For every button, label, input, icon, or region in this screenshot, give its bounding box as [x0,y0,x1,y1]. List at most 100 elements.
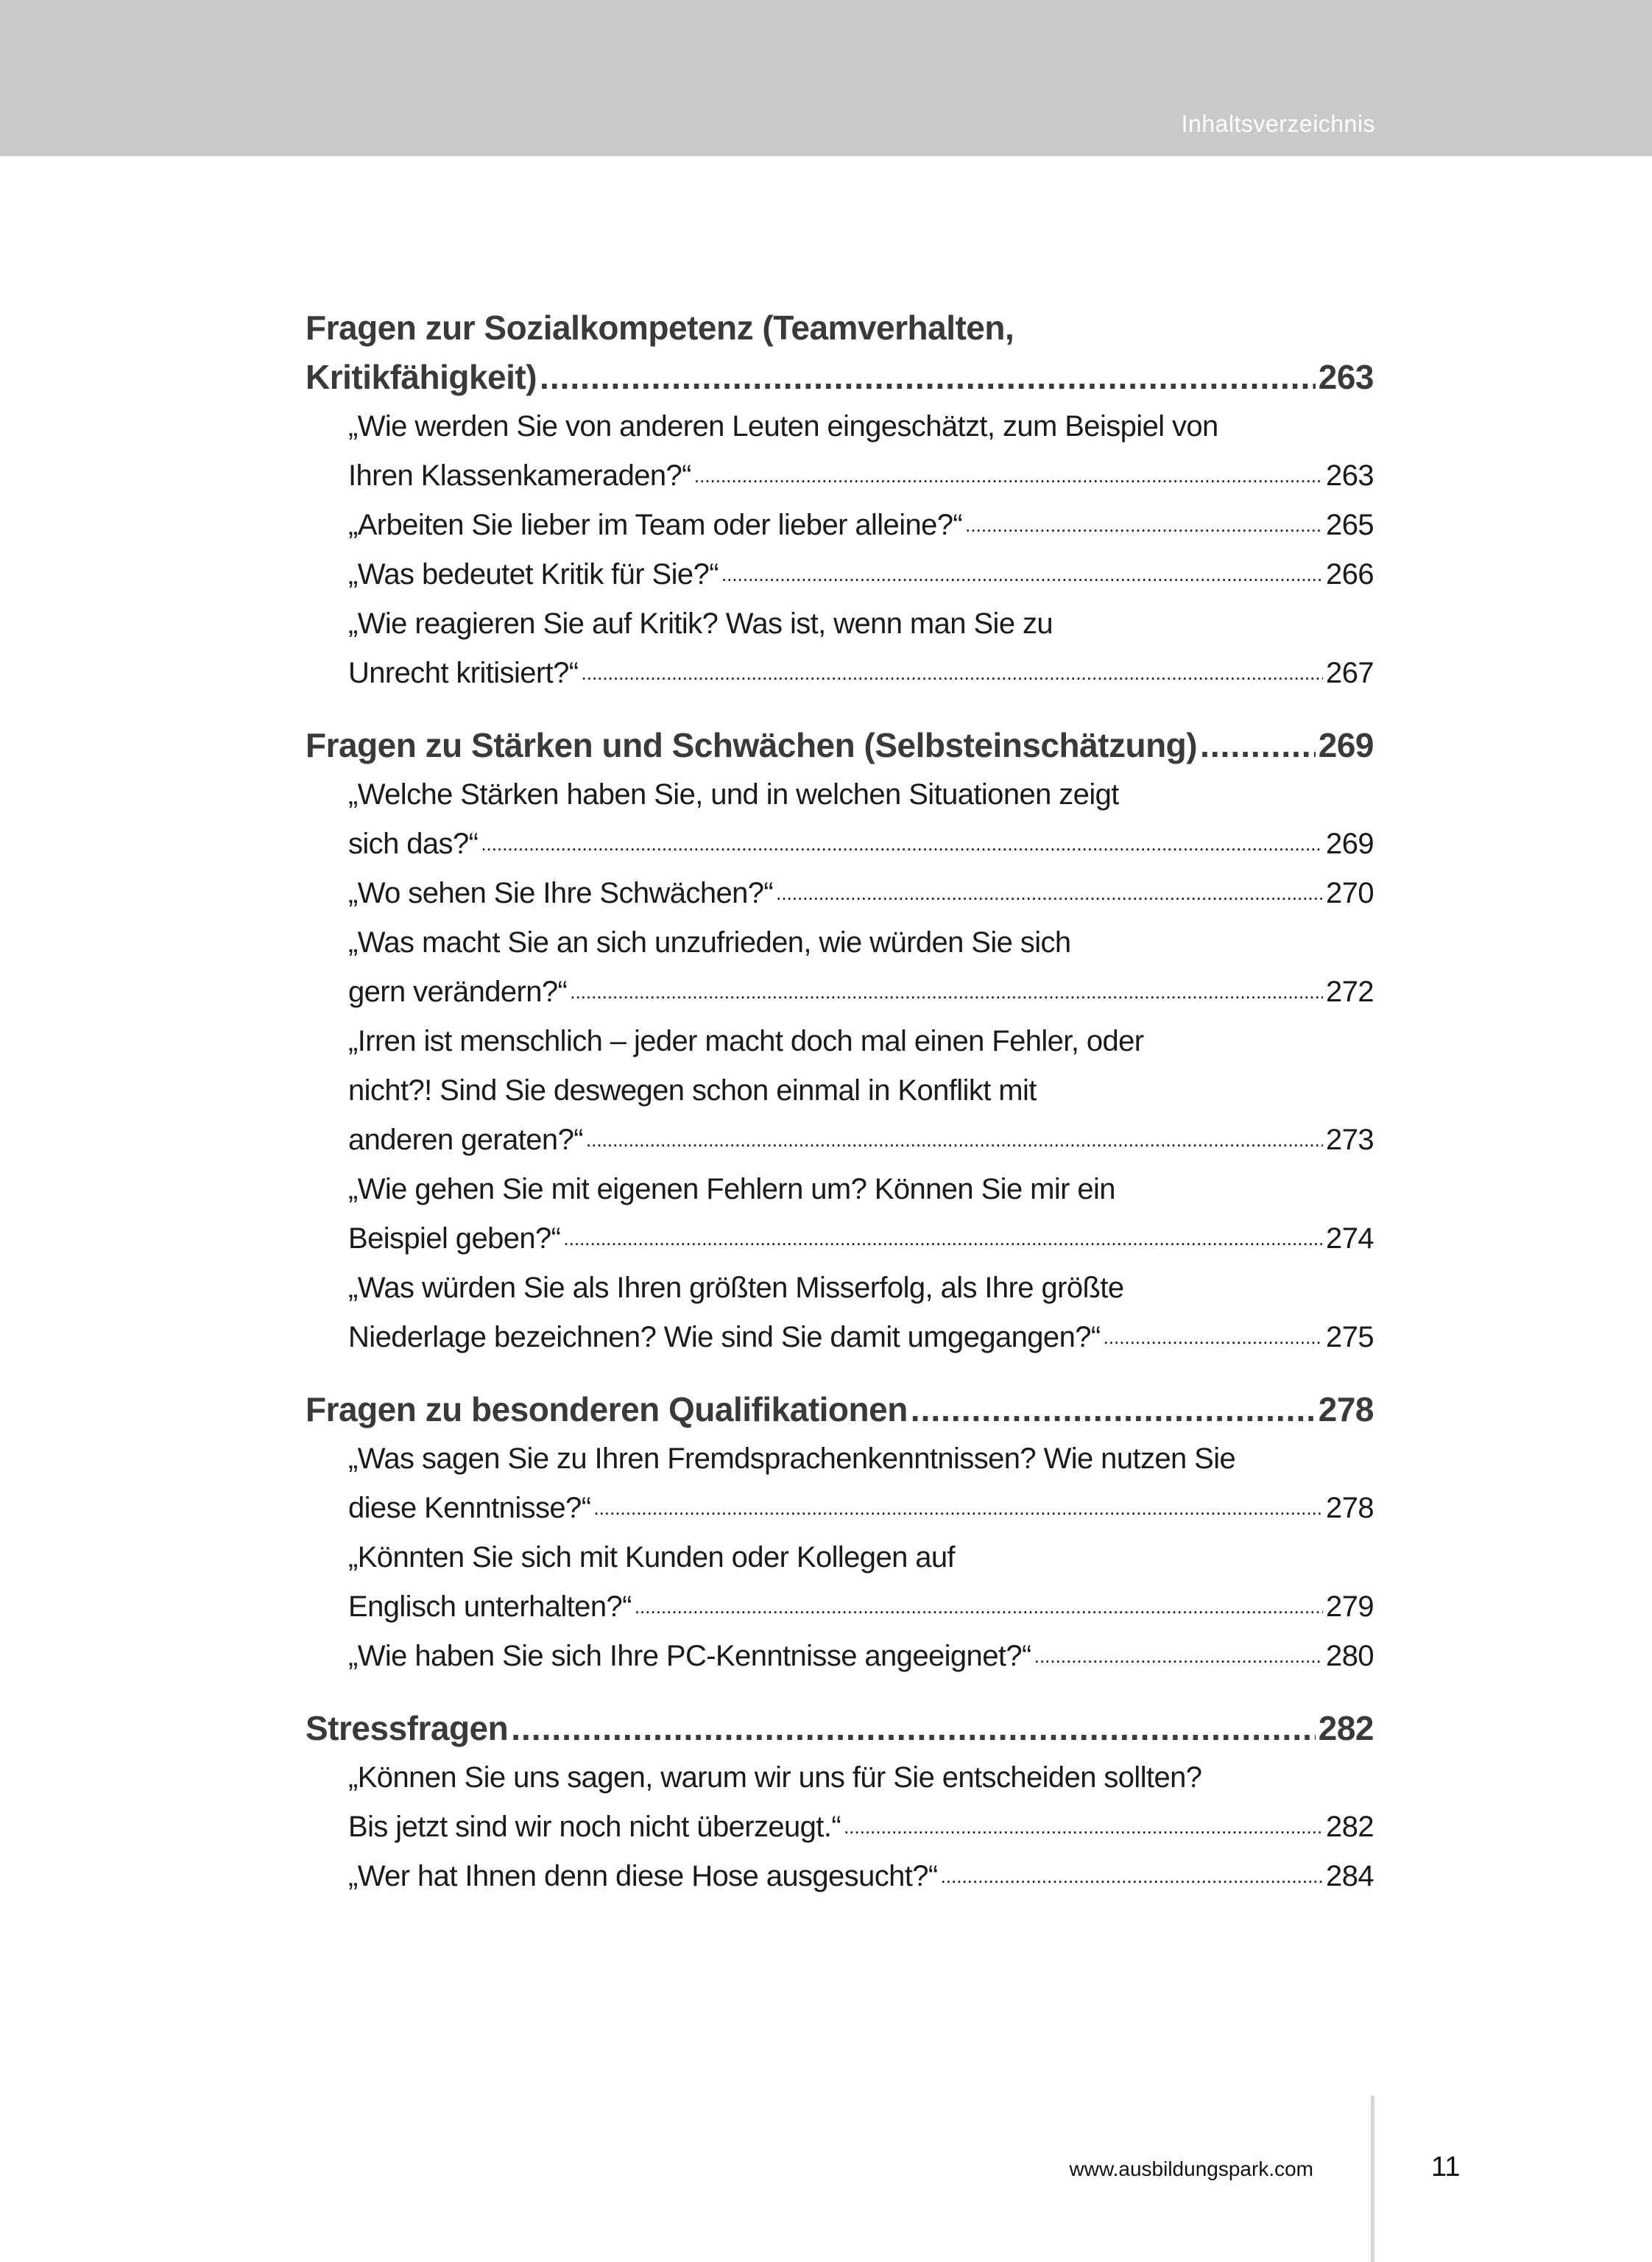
dot-leader: ........................................… [563,1227,1324,1250]
entry-text: Niederlage bezeichnen? Wie sind Sie dami… [348,1321,1101,1353]
entry-text: „Wie gehen Sie mit eigenen Fehlern um? K… [348,1173,1116,1205]
toc-entry[interactable]: „Was sagen Sie zu Ihren Fremdsprachenken… [306,1434,1374,1533]
section-title-text: Stressfragen [306,1709,509,1747]
section-title-text: Kritikfähigkeit) [306,358,537,396]
page-ref: 278 [1326,1492,1374,1524]
dot-leader: ........................................… [593,1497,1323,1519]
entry-text: „Welche Stärken haben Sie, und in welche… [348,778,1119,811]
dot-leader: ........................................… [481,833,1323,855]
entry-line: „Was sagen Sie zu Ihren Fremdsprachenken… [348,1434,1374,1484]
toc-entry[interactable]: „Könnten Sie sich mit Kunden oder Kolleg… [306,1533,1374,1632]
table-of-contents: Fragen zur Sozialkompetenz (Teamverhalte… [306,303,1374,1924]
page-ref: 263 [1318,358,1374,396]
entry-line: „Irren ist menschlich – jeder macht doch… [348,1017,1374,1066]
entry-line: „Arbeiten Sie lieber im Team oder lieber… [348,501,1374,550]
toc-entry[interactable]: „Wie haben Sie sich Ihre PC-Kenntnisse a… [306,1632,1374,1681]
entry-line: „Wer hat Ihnen denn diese Hose ausgesuch… [348,1852,1374,1901]
entry-line: nicht?! Sind Sie deswegen schon einmal i… [348,1066,1374,1116]
dot-leader: ........................................… [1103,1326,1323,1348]
section-title-text: Fragen zu besonderen Qualifikationen [306,1390,908,1428]
entry-text: „Was sagen Sie zu Ihren Fremdsprachenken… [348,1442,1236,1475]
toc-entry[interactable]: „Was macht Sie an sich unzufrieden, wie … [306,918,1374,1017]
entry-text: Ihren Klassenkameraden?“ [348,459,691,492]
page-ref: 275 [1326,1321,1374,1353]
dot-leader: ........................................… [965,514,1323,536]
toc-entry[interactable]: „Wer hat Ihnen denn diese Hose ausgesuch… [306,1852,1374,1901]
toc-entry[interactable]: „Arbeiten Sie lieber im Team oder lieber… [306,501,1374,550]
entry-text: Bis jetzt sind wir noch nicht überzeugt.… [348,1811,841,1843]
toc-section[interactable]: Fragen zu Stärken und Schwächen (Selbste… [306,721,1374,1362]
page-number: 11 [1431,2152,1461,2182]
dot-leader: ........................................… [581,662,1324,684]
page-ref: 266 [1326,558,1374,591]
section-heading[interactable]: Fragen zur Sozialkompetenz (Teamverhalte… [306,303,1374,402]
entry-line: „Wo sehen Sie Ihre Schwächen?“..........… [348,869,1374,918]
section-title-line: Fragen zur Sozialkompetenz (Teamverhalte… [306,303,1374,353]
entry-line: „Wie reagieren Sie auf Kritik? Was ist, … [348,599,1374,649]
entry-text: Beispiel geben?“ [348,1222,561,1255]
page-ref: 278 [1318,1390,1374,1428]
entry-line: diese Kenntnisse?“......................… [348,1484,1374,1533]
toc-section[interactable]: Fragen zur Sozialkompetenz (Teamverhalte… [306,303,1374,698]
entry-text: nicht?! Sind Sie deswegen schon einmal i… [348,1074,1037,1107]
entry-text: „Wie werden Sie von anderen Leuten einge… [348,410,1218,443]
section-title-line: Fragen zu besonderen Qualifikationen....… [306,1385,1374,1434]
page-ref: 282 [1318,1709,1374,1747]
toc-entry[interactable]: „Wie werden Sie von anderen Leuten einge… [306,402,1374,501]
toc-entry[interactable]: „Können Sie uns sagen, warum wir uns für… [306,1753,1374,1852]
entry-text: „Wo sehen Sie Ihre Schwächen?“ [348,877,774,909]
entry-line: „Was macht Sie an sich unzufrieden, wie … [348,918,1374,968]
toc-section[interactable]: Fragen zu besonderen Qualifikationen....… [306,1385,1374,1681]
toc-entry[interactable]: „Irren ist menschlich – jeder macht doch… [306,1017,1374,1165]
section-title-text: Fragen zu Stärken und Schwächen (Selbste… [306,726,1198,764]
page-ref: 280 [1326,1640,1374,1672]
entry-text: „Was macht Sie an sich unzufrieden, wie … [348,926,1071,959]
page-ref: 284 [1326,1860,1374,1892]
dot-leader: ........................................… [570,981,1323,1003]
toc-entry[interactable]: „Wie reagieren Sie auf Kritik? Was ist, … [306,599,1374,698]
entry-line: Niederlage bezeichnen? Wie sind Sie dami… [348,1313,1374,1362]
page-ref: 279 [1326,1590,1374,1623]
dot-leader: ........................................… [634,1596,1323,1618]
toc-entry[interactable]: „Welche Stärken haben Sie, und in welche… [306,770,1374,869]
footer-divider [1371,2096,1374,2262]
page-header: Inhaltsverzeichnis [0,0,1652,156]
entry-text: „Wie reagieren Sie auf Kritik? Was ist, … [348,607,1053,640]
section-heading[interactable]: Fragen zu besonderen Qualifikationen....… [306,1385,1374,1434]
section-title-line: Fragen zu Stärken und Schwächen (Selbste… [306,721,1374,770]
section-heading[interactable]: Stressfragen............................… [306,1704,1374,1753]
entry-line: „Welche Stärken haben Sie, und in welche… [348,770,1374,820]
entry-text: „Was würden Sie als Ihren größten Misser… [348,1272,1124,1304]
entry-text: „Könnten Sie sich mit Kunden oder Kolleg… [348,1541,956,1574]
page-ref: 263 [1326,459,1374,492]
toc-entry[interactable]: „Was bedeutet Kritik für Sie?“..........… [306,550,1374,599]
page-ref: 265 [1326,509,1374,541]
dot-leader: ........................................… [1200,726,1316,764]
dot-leader: ........................................… [585,1129,1323,1151]
page-ref: 269 [1326,828,1374,860]
entry-line: „Was bedeutet Kritik für Sie?“..........… [348,550,1374,599]
page-ref: 270 [1326,877,1374,909]
page-ref: 272 [1326,976,1374,1008]
entry-text: sich das?“ [348,828,479,860]
toc-entry[interactable]: „Wie gehen Sie mit eigenen Fehlern um? K… [306,1165,1374,1264]
page-ref: 274 [1326,1222,1374,1255]
page-ref: 269 [1318,726,1374,764]
toc-section[interactable]: Stressfragen............................… [306,1704,1374,1901]
entry-line: gern verändern?“........................… [348,968,1374,1017]
entry-text: „Wie haben Sie sich Ihre PC-Kenntnisse a… [348,1640,1031,1672]
entry-text: gern verändern?“ [348,976,568,1008]
toc-entry[interactable]: „Wo sehen Sie Ihre Schwächen?“..........… [306,869,1374,918]
entry-line: anderen geraten?“.......................… [348,1116,1374,1165]
entry-text: „Irren ist menschlich – jeder macht doch… [348,1025,1144,1057]
dot-leader: ........................................… [721,563,1323,585]
entry-line: „Wie werden Sie von anderen Leuten einge… [348,402,1374,451]
section-heading[interactable]: Fragen zu Stärken und Schwächen (Selbste… [306,721,1374,770]
footer-url: www.ausbildungspark.com [1069,2157,1314,2180]
dot-leader: ........................................… [1034,1645,1323,1667]
entry-line: Beispiel geben?“........................… [348,1214,1374,1264]
entry-text: „Was bedeutet Kritik für Sie?“ [348,558,719,591]
entry-text: „Können Sie uns sagen, warum wir uns für… [348,1761,1202,1794]
toc-entry[interactable]: „Was würden Sie als Ihren größten Misser… [306,1264,1374,1362]
entry-line: „Können Sie uns sagen, warum wir uns für… [348,1753,1374,1803]
